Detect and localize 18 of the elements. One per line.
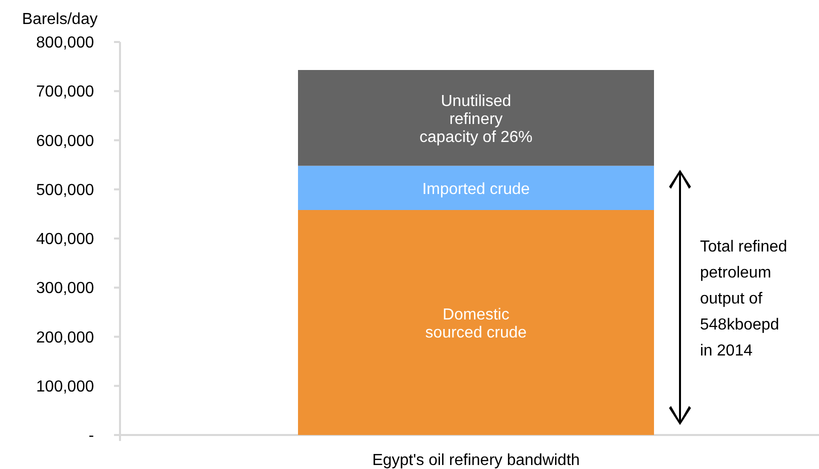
y-tick-label: 100,000 xyxy=(36,378,94,396)
bar xyxy=(298,166,654,210)
y-axis-title: Barels/day xyxy=(22,11,98,28)
y-tick-label: 300,000 xyxy=(36,280,94,298)
bar xyxy=(298,70,654,166)
y-tick-label: 500,000 xyxy=(36,182,94,199)
y-tick-label: 700,000 xyxy=(36,84,94,101)
y-tick-label: 800,000 xyxy=(36,34,94,52)
series-label: Imported crude xyxy=(422,180,530,198)
y-tick-label: 600,000 xyxy=(36,132,94,150)
bar xyxy=(298,210,654,435)
y-tick-label: - xyxy=(88,428,94,445)
series-label: Domestic sourced crude xyxy=(425,306,527,342)
y-tick-label: 200,000 xyxy=(36,329,94,346)
series-label: Unutilised refinery capacity of 26% xyxy=(420,92,532,146)
y-tick-label: 400,000 xyxy=(36,231,94,248)
annotation: Total refined petroleum output of 548kboepd in 2014 xyxy=(700,238,788,360)
x-tick-label: Egypt's oil refinery bandwidth xyxy=(372,452,580,469)
